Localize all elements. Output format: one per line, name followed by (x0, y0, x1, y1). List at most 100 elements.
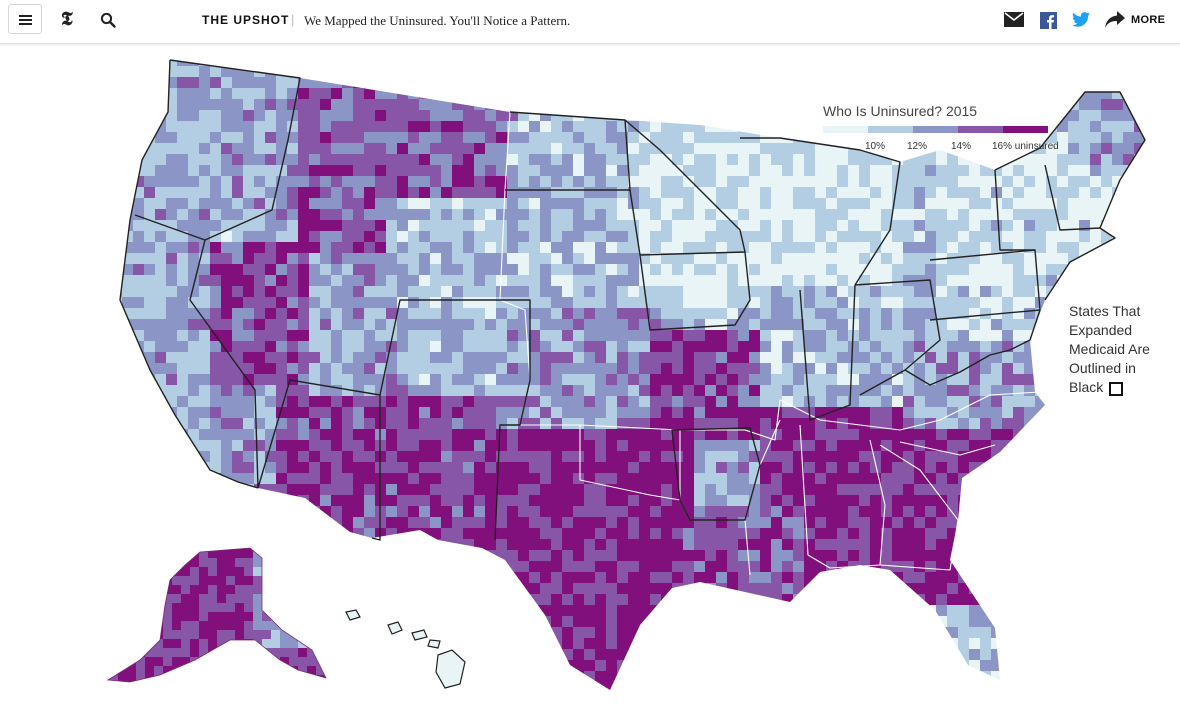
county-cell (562, 132, 574, 144)
county-cell (320, 473, 332, 485)
county-cell (419, 484, 431, 496)
county-cell (958, 176, 970, 188)
county-cell (859, 209, 871, 221)
county-cell (551, 429, 563, 441)
county-cell (716, 165, 728, 177)
facebook-icon[interactable] (1040, 12, 1057, 29)
county-cell (485, 275, 497, 287)
county-cell (650, 275, 662, 287)
county-cell (584, 253, 596, 265)
county-cell (705, 187, 717, 199)
county-cell (309, 132, 321, 144)
county-cell (892, 341, 904, 353)
county-cell (463, 506, 475, 518)
county-cell (716, 517, 728, 529)
envelope-icon[interactable] (1004, 12, 1024, 27)
menu-button[interactable] (8, 4, 42, 34)
county-cell (408, 451, 420, 463)
county-cell (903, 297, 915, 309)
county-cell (595, 484, 607, 496)
county-cell (265, 462, 277, 474)
county-cell (903, 374, 915, 386)
twitter-icon[interactable] (1072, 12, 1090, 27)
nyt-logo[interactable]: 𝕿 (61, 8, 73, 30)
county-cell (232, 407, 244, 419)
county-cell (320, 429, 332, 441)
county-cell (452, 484, 464, 496)
county-cell (243, 220, 255, 232)
county-cell (793, 198, 805, 210)
county-cell (540, 286, 552, 298)
county-cell (540, 121, 552, 133)
county-cell (463, 253, 475, 265)
county-cell (320, 187, 332, 199)
county-cell (221, 165, 233, 177)
county-cell (936, 484, 948, 496)
county-cell (672, 341, 684, 353)
county-cell (298, 88, 310, 100)
county-cell (397, 330, 409, 342)
county-cell (793, 242, 805, 254)
header-separator: | (291, 12, 295, 27)
county-cell (287, 198, 299, 210)
county-cell (661, 143, 673, 155)
county-cell (177, 418, 189, 430)
county-cell (529, 341, 541, 353)
county-cell (485, 110, 497, 122)
county-cell (716, 352, 728, 364)
county-cell (485, 154, 497, 166)
county-cell (1035, 176, 1047, 188)
county-cell (386, 231, 398, 243)
section-label[interactable]: THE UPSHOT (202, 13, 290, 27)
county-cell (188, 407, 200, 419)
county-cell (793, 517, 805, 529)
county-cell (353, 209, 365, 221)
county-cell (980, 308, 992, 320)
county-cell (694, 528, 706, 540)
county-cell (925, 583, 937, 595)
county-cell (408, 132, 420, 144)
share-arrow-icon[interactable] (1105, 11, 1125, 28)
county-cell (914, 242, 926, 254)
county-cell (936, 462, 948, 474)
county-cell (232, 352, 244, 364)
county-cell (199, 154, 211, 166)
county-cell (771, 539, 783, 551)
county-cell (716, 154, 728, 166)
county-cell (386, 462, 398, 474)
county-cell (870, 319, 882, 331)
county-cell (584, 165, 596, 177)
county-cell (683, 286, 695, 298)
county-cell (254, 352, 266, 364)
county-cell (529, 231, 541, 243)
county-cell (606, 385, 618, 397)
county-cell (276, 143, 288, 155)
county-cell (771, 143, 783, 155)
county-cell (925, 242, 937, 254)
county-cell (595, 506, 607, 518)
county-cell (815, 484, 827, 496)
county-cell (265, 154, 277, 166)
county-cell (199, 396, 211, 408)
county-cell (969, 418, 981, 430)
county-cell (606, 187, 618, 199)
county-cell (463, 484, 475, 496)
county-cell (254, 297, 266, 309)
county-cell (177, 165, 189, 177)
county-cell (320, 341, 332, 353)
county-cell (617, 429, 629, 441)
county-cell (683, 220, 695, 232)
county-cell (595, 363, 607, 375)
search-icon[interactable] (100, 12, 116, 28)
county-cell (331, 286, 343, 298)
more-button[interactable]: MORE (1131, 14, 1166, 26)
county-cell (309, 209, 321, 221)
county-cell (177, 66, 189, 78)
county-cell (760, 462, 772, 474)
county-cell (1101, 143, 1113, 155)
county-cell (804, 297, 816, 309)
county-cell (441, 528, 453, 540)
county-cell (947, 231, 959, 243)
county-cell (903, 407, 915, 419)
county-cell (452, 352, 464, 364)
